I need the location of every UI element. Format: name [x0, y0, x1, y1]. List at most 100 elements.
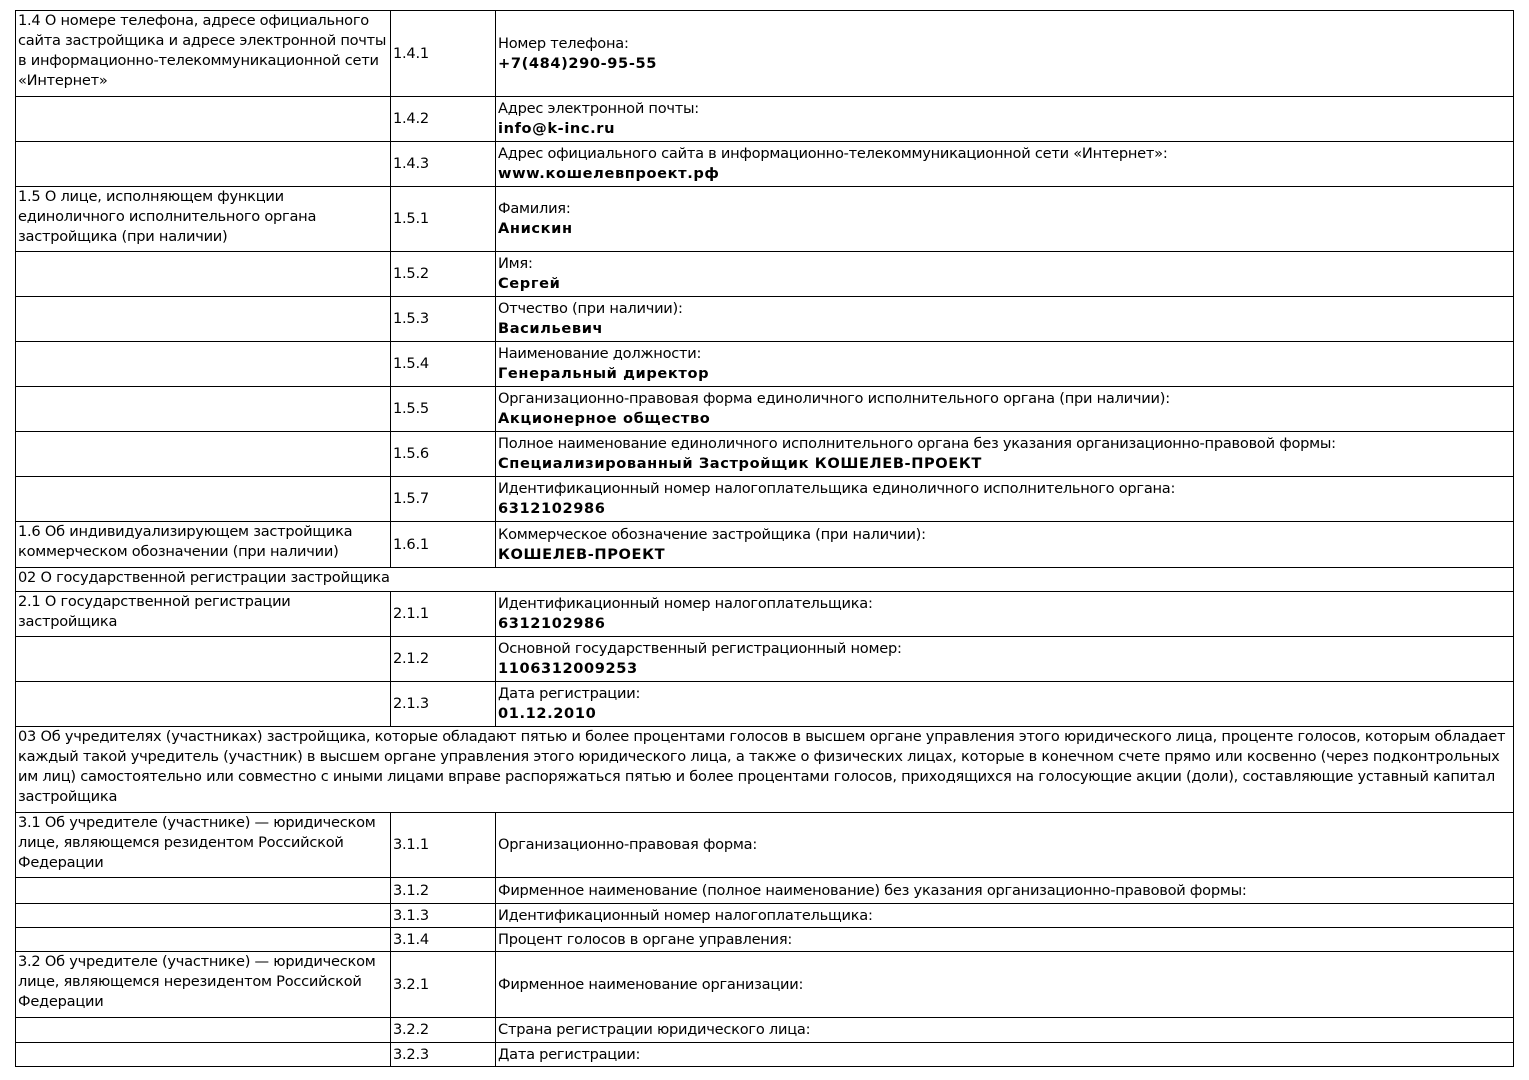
developer-info-table: 1.4 О номере телефона, адресе официально… — [15, 10, 1514, 1067]
section-title: 2.1 О государственной регистрации застро… — [15, 591, 391, 637]
item-content: Процент голосов в органе управления: — [495, 927, 1514, 952]
item-value: Васильевич — [498, 320, 604, 337]
item-label: Адрес официального сайта в информационно… — [498, 145, 1168, 162]
item-code: 3.2.3 — [390, 1042, 496, 1067]
section-title — [15, 1042, 391, 1067]
item-code: 1.4.2 — [390, 96, 496, 142]
table-row: 2.1.2 Основной государственный регистраци… — [15, 636, 1514, 682]
item-content: Фамилия: Анискин — [495, 186, 1514, 252]
item-value: Специализированный Застройщик КОШЕЛЕВ-ПР… — [498, 455, 982, 472]
item-label: Идентификационный номер налогоплательщик… — [498, 906, 873, 924]
item-code: 3.1.2 — [390, 877, 496, 904]
table-row: 1.5.5 Организационно-правовая форма едино… — [15, 386, 1514, 432]
item-code: 2.1.2 — [390, 636, 496, 682]
item-content: Основной государственный регистрационный… — [495, 636, 1514, 682]
section-title — [15, 903, 391, 928]
item-code: 3.1.4 — [390, 927, 496, 952]
item-content: Дата регистрации: 01.12.2010 — [495, 681, 1514, 727]
table-row: 1.4.3 Адрес официального сайта в информац… — [15, 141, 1514, 187]
item-value: 6312102986 — [498, 615, 606, 632]
item-code: 1.5.5 — [390, 386, 496, 432]
table-row: 1.5.6 Полное наименование единоличного ис… — [15, 431, 1514, 477]
item-code: 1.5.4 — [390, 341, 496, 387]
section-title — [15, 681, 391, 727]
section-header: 02 О государственной регистрации застрой… — [15, 567, 1514, 592]
table-row: 1.5.4 Наименование должности: Генеральный … — [15, 341, 1514, 387]
item-label: Наименование должности: — [498, 345, 702, 362]
item-code: 1.5.1 — [390, 186, 496, 252]
item-label: Фирменное наименование организации: — [498, 975, 804, 993]
table-row: 3.1 Об учредителе (участнике) — юридичес… — [15, 812, 1514, 878]
section-header: 03 Об учредителях (участниках) застройщи… — [15, 726, 1514, 813]
item-value: Анискин — [498, 220, 573, 237]
item-code: 1.5.3 — [390, 296, 496, 342]
item-label: Организационно-правовая форма: — [498, 836, 757, 853]
item-value: info@k-inc.ru — [498, 120, 616, 137]
table-row: 1.5.3 Отчество (при наличии): Васильевич — [15, 296, 1514, 342]
item-code: 3.1.3 — [390, 903, 496, 928]
section-header-row: 03 Об учредителях (участниках) застройщи… — [15, 726, 1514, 813]
section-title — [15, 251, 391, 297]
item-code: 2.1.3 — [390, 681, 496, 727]
item-label: Основной государственный регистрационный… — [498, 640, 902, 657]
section-title — [15, 927, 391, 952]
section-title: 1.6 Об индивидуализирующем застройщика к… — [15, 521, 391, 568]
item-label: Адрес электронной почты: — [498, 100, 699, 117]
item-content: Идентификационный номер налогоплательщик… — [495, 476, 1514, 522]
item-code: 1.5.6 — [390, 431, 496, 477]
item-value: Генеральный директор — [498, 365, 710, 382]
item-content: Наименование должности: Генеральный дирек… — [495, 341, 1514, 387]
section-title — [15, 1017, 391, 1043]
item-value: +7(484)290-95-55 — [498, 54, 657, 72]
item-label: Идентификационный номер налогоплательщик… — [498, 595, 873, 612]
item-code: 1.5.7 — [390, 476, 496, 522]
item-content: Коммерческое обозначение застройщика (пр… — [495, 521, 1514, 568]
table-row: 3.2.2 Страна регистрации юридического лиц… — [15, 1017, 1514, 1043]
section-title — [15, 96, 391, 142]
section-title: 1.5 О лице, исполняющем функции единолич… — [15, 186, 391, 252]
item-code: 3.2.2 — [390, 1017, 496, 1043]
item-label: Дата регистрации: — [498, 1045, 641, 1063]
item-value: 1106312009253 — [498, 660, 638, 677]
section-title — [15, 877, 391, 904]
item-label: Коммерческое обозначение застройщика (пр… — [498, 525, 926, 543]
section-header-row: 02 О государственной регистрации застрой… — [15, 567, 1514, 592]
section-title: 3.2 Об учредителе (участнике) — юридичес… — [15, 951, 391, 1018]
section-title — [15, 386, 391, 432]
item-label: Дата регистрации: — [498, 685, 641, 702]
item-code: 1.4.3 — [390, 141, 496, 187]
item-code: 1.6.1 — [390, 521, 496, 568]
table-row: 3.1.4 Процент голосов в органе управления… — [15, 927, 1514, 952]
table-row: 1.5 О лице, исполняющем функции единолич… — [15, 186, 1514, 252]
item-content: Дата регистрации: — [495, 1042, 1514, 1067]
item-label: Фамилия: — [498, 200, 571, 217]
section-title — [15, 141, 391, 187]
table-row: 2.1.3 Дата регистрации: 01.12.2010 — [15, 681, 1514, 727]
item-content: Организационно-правовая форма единолично… — [495, 386, 1514, 432]
table-row: 3.1.2 Фирменное наименование (полное наим… — [15, 877, 1514, 904]
item-content: Имя: Сергей — [495, 251, 1514, 297]
item-value: 01.12.2010 — [498, 705, 597, 722]
item-code: 3.2.1 — [390, 951, 496, 1018]
item-content: Фирменное наименование организации: — [495, 951, 1514, 1018]
section-title — [15, 636, 391, 682]
section-title: 3.1 Об учредителе (участнике) — юридичес… — [15, 812, 391, 878]
item-content: Фирменное наименование (полное наименова… — [495, 877, 1514, 904]
table-row: 2.1 О государственной регистрации застро… — [15, 591, 1514, 637]
item-content: Организационно-правовая форма: — [495, 812, 1514, 878]
table-row: 3.2 Об учредителе (участнике) — юридичес… — [15, 951, 1514, 1018]
item-code: 1.5.2 — [390, 251, 496, 297]
item-content: Номер телефона: +7(484)290-95-55 — [495, 10, 1514, 97]
table-row: 1.5.7 Идентификационный номер налогоплате… — [15, 476, 1514, 522]
item-content: Адрес официального сайта в информационно… — [495, 141, 1514, 187]
item-value: Акционерное общество — [498, 410, 711, 427]
item-code: 2.1.1 — [390, 591, 496, 637]
table-row: 1.5.2 Имя: Сергей — [15, 251, 1514, 297]
item-label: Организационно-правовая форма единолично… — [498, 390, 1170, 407]
item-content: Идентификационный номер налогоплательщик… — [495, 591, 1514, 637]
item-content: Полное наименование единоличного исполни… — [495, 431, 1514, 477]
item-code: 3.1.1 — [390, 812, 496, 878]
item-label: Номер телефона: — [498, 34, 629, 52]
item-code: 1.4.1 — [390, 10, 496, 97]
table-row: 3.2.3 Дата регистрации: — [15, 1042, 1514, 1067]
